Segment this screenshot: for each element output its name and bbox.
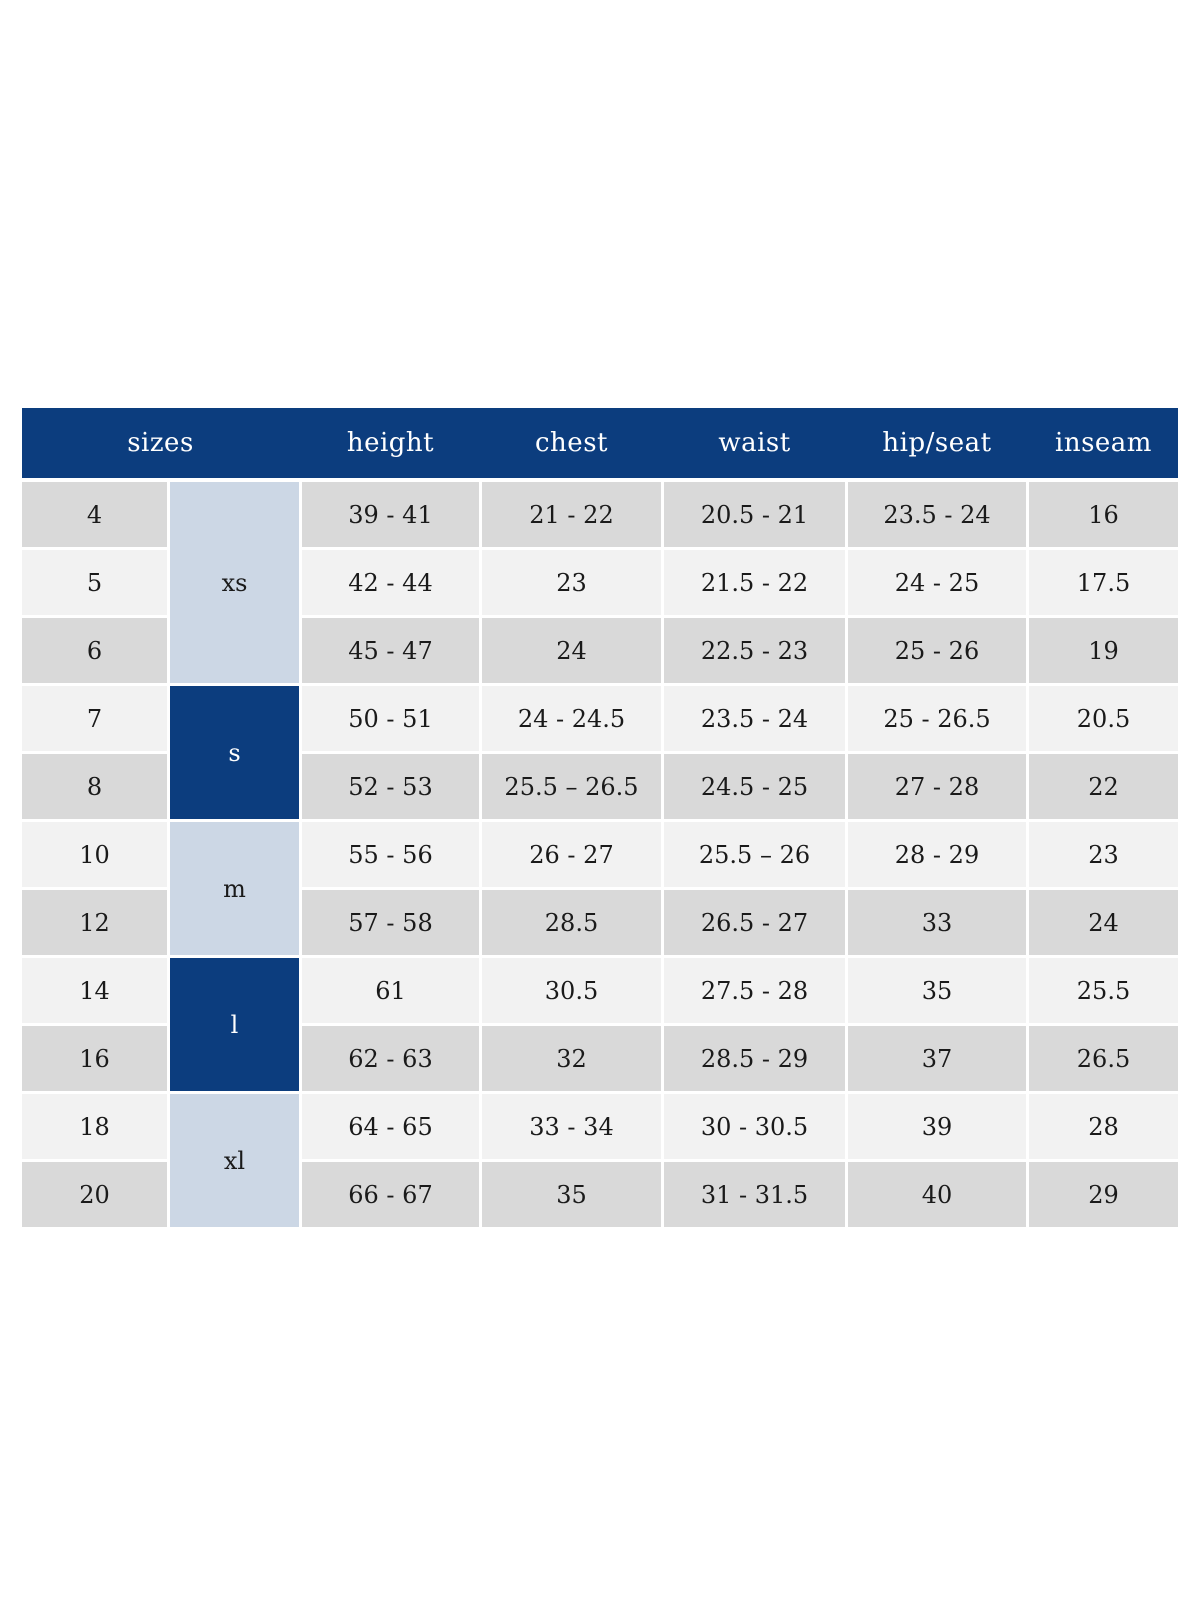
- size-group-cell-s: s: [170, 686, 299, 819]
- inseam-cell: 16: [1029, 482, 1178, 547]
- hip-seat-cell: 33: [848, 890, 1026, 955]
- height-cell: 64 - 65: [302, 1094, 479, 1159]
- chest-cell: 23: [482, 550, 661, 615]
- waist-cell: 23.5 - 24: [664, 686, 845, 751]
- header-cell-sizes: sizes: [127, 428, 194, 458]
- header-cell-chest: chest: [535, 428, 608, 458]
- waist-cell: 28.5 - 29: [664, 1026, 845, 1091]
- header-cell-waist: waist: [718, 428, 791, 458]
- header-cell-inseam: inseam: [1055, 428, 1152, 458]
- table-body: 4 39 - 41 21 - 22 20.5 - 21 23.5 - 24 16 5 42 -…: [22, 482, 1178, 1227]
- hip-seat-cell: 23.5 - 24: [848, 482, 1026, 547]
- size-group-cell-xs: xs: [170, 482, 299, 683]
- height-cell: 45 - 47: [302, 618, 479, 683]
- hip-seat-cell: 40: [848, 1162, 1026, 1227]
- size-cell: 16: [22, 1026, 167, 1091]
- height-cell: 42 - 44: [302, 550, 479, 615]
- height-cell: 52 - 53: [302, 754, 479, 819]
- chest-cell: 24 - 24.5: [482, 686, 661, 751]
- hip-seat-cell: 35: [848, 958, 1026, 1023]
- size-cell: 7: [22, 686, 167, 751]
- size-cell: 6: [22, 618, 167, 683]
- size-group-cell-m: m: [170, 822, 299, 955]
- waist-cell: 21.5 - 22: [664, 550, 845, 615]
- size-cell: 10: [22, 822, 167, 887]
- size-cell: 18: [22, 1094, 167, 1159]
- waist-cell: 27.5 - 28: [664, 958, 845, 1023]
- waist-cell: 22.5 - 23: [664, 618, 845, 683]
- hip-seat-cell: 25 - 26.5: [848, 686, 1026, 751]
- size-cell: 5: [22, 550, 167, 615]
- waist-cell: 20.5 - 21: [664, 482, 845, 547]
- waist-cell: 30 - 30.5: [664, 1094, 845, 1159]
- inseam-cell: 24: [1029, 890, 1178, 955]
- height-cell: 62 - 63: [302, 1026, 479, 1091]
- inseam-cell: 22: [1029, 754, 1178, 819]
- chest-cell: 35: [482, 1162, 661, 1227]
- waist-cell: 24.5 - 25: [664, 754, 845, 819]
- inseam-cell: 25.5: [1029, 958, 1178, 1023]
- height-cell: 39 - 41: [302, 482, 479, 547]
- size-cell: 8: [22, 754, 167, 819]
- hip-seat-cell: 28 - 29: [848, 822, 1026, 887]
- chest-cell: 32: [482, 1026, 661, 1091]
- hip-seat-cell: 39: [848, 1094, 1026, 1159]
- chest-cell: 25.5 – 26.5: [482, 754, 661, 819]
- size-group-cell-xl: xl: [170, 1094, 299, 1227]
- chest-cell: 24: [482, 618, 661, 683]
- hip-seat-cell: 27 - 28: [848, 754, 1026, 819]
- inseam-cell: 26.5: [1029, 1026, 1178, 1091]
- size-cell: 14: [22, 958, 167, 1023]
- hip-seat-cell: 24 - 25: [848, 550, 1026, 615]
- height-cell: 50 - 51: [302, 686, 479, 751]
- hip-seat-cell: 37: [848, 1026, 1026, 1091]
- height-cell: 57 - 58: [302, 890, 479, 955]
- inseam-cell: 23: [1029, 822, 1178, 887]
- height-cell: 66 - 67: [302, 1162, 479, 1227]
- chest-cell: 21 - 22: [482, 482, 661, 547]
- waist-cell: 31 - 31.5: [664, 1162, 845, 1227]
- size-chart-table: sizes height chest waist hip/seat inseam…: [22, 408, 1178, 1227]
- header-cell-height: height: [346, 428, 435, 458]
- chest-cell: 28.5: [482, 890, 661, 955]
- height-cell: 61: [302, 958, 479, 1023]
- inseam-cell: 17.5: [1029, 550, 1178, 615]
- waist-cell: 26.5 - 27: [664, 890, 845, 955]
- inseam-cell: 29: [1029, 1162, 1178, 1227]
- hip-seat-cell: 25 - 26: [848, 618, 1026, 683]
- inseam-cell: 28: [1029, 1094, 1178, 1159]
- size-cell: 4: [22, 482, 167, 547]
- inseam-cell: 19: [1029, 618, 1178, 683]
- size-group-cell-l: l: [170, 958, 299, 1091]
- inseam-cell: 20.5: [1029, 686, 1178, 751]
- chest-cell: 30.5: [482, 958, 661, 1023]
- size-cell: 12: [22, 890, 167, 955]
- height-cell: 55 - 56: [302, 822, 479, 887]
- table-header-row: sizes height chest waist hip/seat inseam: [22, 408, 1178, 478]
- waist-cell: 25.5 – 26: [664, 822, 845, 887]
- chest-cell: 33 - 34: [482, 1094, 661, 1159]
- chest-cell: 26 - 27: [482, 822, 661, 887]
- header-cell-hip-seat: hip/seat: [882, 428, 992, 458]
- size-cell: 20: [22, 1162, 167, 1227]
